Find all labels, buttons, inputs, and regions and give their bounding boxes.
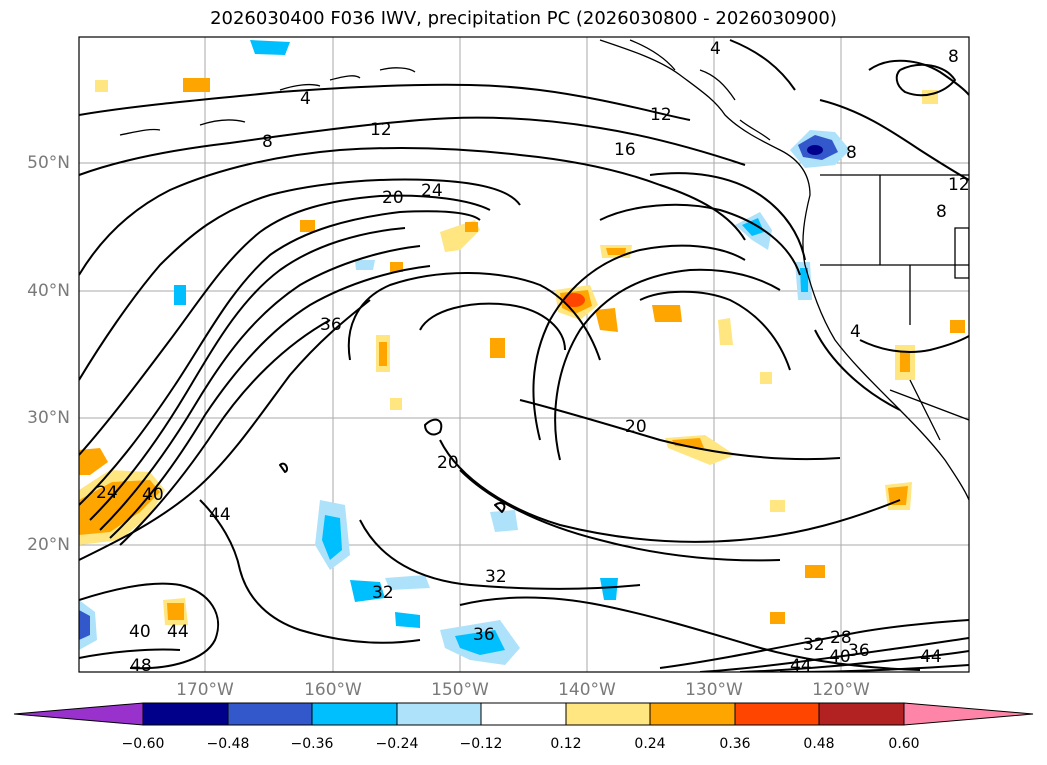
colorbar-segment bbox=[818, 702, 905, 726]
lat-label-50n: 50°N bbox=[27, 153, 70, 173]
contour-label: 20 bbox=[382, 188, 404, 208]
contour-label: 36 bbox=[848, 641, 870, 661]
contour-label: 40 bbox=[129, 622, 151, 642]
contour-label: 44 bbox=[920, 647, 942, 667]
contour-label: 12 bbox=[650, 105, 672, 125]
colorbar-tick-label: 0.24 bbox=[634, 736, 666, 752]
lat-label-20n: 20°N bbox=[27, 535, 70, 555]
contour-label: 8 bbox=[262, 132, 273, 152]
colorbar-tick-label: 0.12 bbox=[550, 736, 582, 752]
contour-label: 44 bbox=[790, 656, 812, 676]
colorbar bbox=[13, 702, 1034, 726]
coastlines bbox=[119, 39, 969, 501]
colorbar-segment bbox=[142, 702, 229, 726]
contour-label: 8 bbox=[846, 143, 857, 163]
colorbar-segment bbox=[396, 702, 482, 726]
lon-label-140w: 140°W bbox=[558, 680, 616, 700]
colorbar-segment bbox=[734, 702, 820, 726]
contour-label: 16 bbox=[614, 140, 636, 160]
colorbar-segment bbox=[649, 702, 736, 726]
colorbar-tick-label: −0.60 bbox=[121, 736, 165, 752]
colorbar-segment bbox=[565, 702, 651, 726]
lat-label-30n: 30°N bbox=[27, 408, 70, 428]
lon-label-170w: 170°W bbox=[176, 680, 234, 700]
contour-label: 28 bbox=[830, 628, 852, 648]
contour-label: 32 bbox=[803, 635, 825, 655]
contour-label: 4 bbox=[300, 89, 311, 109]
contour-label: 24 bbox=[421, 181, 443, 201]
contour-label: 40 bbox=[829, 647, 851, 667]
colorbar-tick-label: −0.48 bbox=[206, 736, 250, 752]
contour-label: 32 bbox=[372, 583, 394, 603]
map-title: 2026030400 F036 IWV, precipitation PC (2… bbox=[210, 8, 837, 29]
contour-label: 44 bbox=[209, 505, 231, 525]
colorbar-tick-label: −0.24 bbox=[375, 736, 419, 752]
contour-label: 36 bbox=[473, 625, 495, 645]
colorbar-tick-label: −0.12 bbox=[459, 736, 503, 752]
contour-label: 12 bbox=[370, 120, 392, 140]
lat-label-40n: 40°N bbox=[27, 281, 70, 301]
contour-label: 44 bbox=[167, 622, 189, 642]
colorbar-tick-label: 0.36 bbox=[719, 736, 751, 752]
lon-label-120w: 120°W bbox=[812, 680, 870, 700]
colorbar-tick-label: 0.60 bbox=[888, 736, 920, 752]
lon-label-150w: 150°W bbox=[431, 680, 489, 700]
colorbar-tick-label: 0.48 bbox=[803, 736, 835, 752]
negative-precip-anomalies bbox=[79, 40, 850, 665]
contour-labels: 4 8 12 16 20 24 36 20 20 24 40 44 32 32 … bbox=[96, 39, 970, 676]
lon-label-130w: 130°W bbox=[685, 680, 743, 700]
lon-label-160w: 160°W bbox=[304, 680, 362, 700]
contour-label: 40 bbox=[142, 485, 164, 505]
colorbar-extend-max bbox=[903, 702, 1034, 726]
map-area bbox=[79, 37, 969, 672]
colorbar-extend-min bbox=[13, 702, 144, 726]
map-frame bbox=[78, 36, 970, 673]
colorbar-tick-label: −0.36 bbox=[290, 736, 334, 752]
contour-label: 4 bbox=[710, 39, 721, 59]
contour-label: 8 bbox=[948, 47, 959, 67]
contour-label: 36 bbox=[320, 315, 342, 335]
contour-label: 20 bbox=[625, 417, 647, 437]
contour-label: 8 bbox=[936, 202, 947, 222]
contour-label: 48 bbox=[130, 656, 152, 676]
contour-label: 4 bbox=[850, 322, 861, 342]
contour-label: 12 bbox=[948, 175, 970, 195]
contour-label: 24 bbox=[96, 483, 118, 503]
colorbar-segment bbox=[227, 702, 313, 726]
colorbar-segment bbox=[480, 702, 567, 726]
contour-label: 20 bbox=[437, 453, 459, 473]
colorbar-segment bbox=[311, 702, 398, 726]
contour-label: 32 bbox=[485, 567, 507, 587]
